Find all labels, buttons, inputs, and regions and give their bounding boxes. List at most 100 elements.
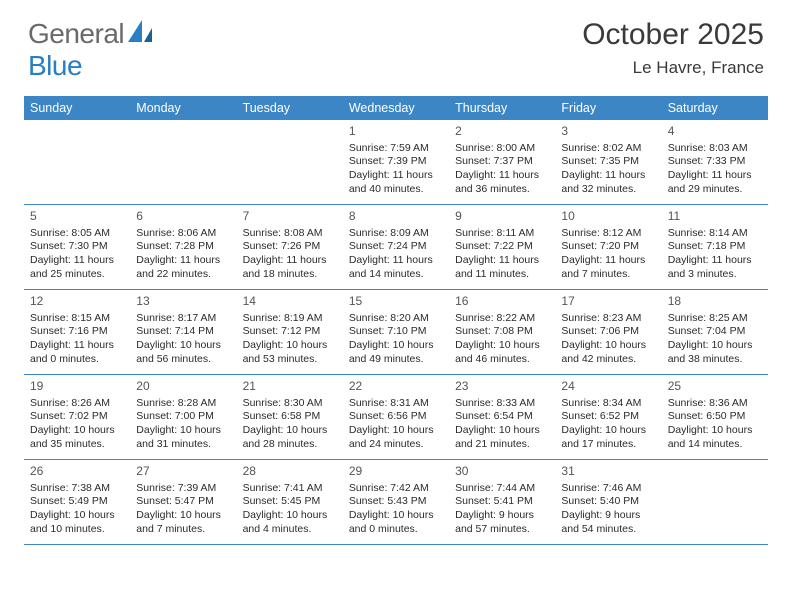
calendar-cell: 18Sunrise: 8:25 AMSunset: 7:04 PMDayligh… — [662, 290, 768, 374]
weekday-header: Wednesday — [343, 96, 449, 120]
day-number: 13 — [136, 294, 230, 310]
daylight-line: Daylight: 10 hours and 35 minutes. — [30, 424, 124, 451]
sunset-line: Sunset: 7:02 PM — [30, 410, 124, 424]
day-number: 9 — [455, 209, 549, 225]
daylight-line: Daylight: 11 hours and 25 minutes. — [30, 254, 124, 281]
calendar-week-row: 12Sunrise: 8:15 AMSunset: 7:16 PMDayligh… — [24, 290, 768, 375]
daylight-line: Daylight: 11 hours and 40 minutes. — [349, 169, 443, 196]
sunset-line: Sunset: 7:00 PM — [136, 410, 230, 424]
sunset-line: Sunset: 5:47 PM — [136, 495, 230, 509]
day-number: 30 — [455, 464, 549, 480]
sunrise-line: Sunrise: 8:30 AM — [243, 397, 337, 411]
location-label: Le Havre, France — [582, 58, 764, 78]
calendar-cell: 31 Sunrise: 7:46 AMSunset: 5:40 PMDayligh… — [555, 460, 661, 544]
day-number: 20 — [136, 379, 230, 395]
calendar-cell: 22Sunrise: 8:31 AMSunset: 6:56 PMDayligh… — [343, 375, 449, 459]
sunset-line: Sunset: 5:49 PM — [30, 495, 124, 509]
day-number: 23 — [455, 379, 549, 395]
sunrise-line: Sunrise: 8:09 AM — [349, 227, 443, 241]
calendar: SundayMondayTuesdayWednesdayThursdayFrid… — [0, 88, 792, 545]
logo-word-2: Blue — [28, 50, 82, 81]
calendar-cell: 8Sunrise: 8:09 AMSunset: 7:24 PMDaylight… — [343, 205, 449, 289]
day-number: 26 — [30, 464, 124, 480]
sunrise-line: Sunrise: 8:33 AM — [455, 397, 549, 411]
sunrise-line: Sunrise: 8:06 AM — [136, 227, 230, 241]
sunset-line: Sunset: 6:54 PM — [455, 410, 549, 424]
sunrise-line: Sunrise: 8:11 AM — [455, 227, 549, 241]
calendar-cell — [130, 120, 236, 204]
sunrise-line: Sunrise: 8:08 AM — [243, 227, 337, 241]
weekday-header: Friday — [555, 96, 661, 120]
sunset-line: Sunset: 5:40 PM — [561, 495, 655, 509]
daylight-line: Daylight: 9 hours and 54 minutes. — [561, 509, 655, 536]
calendar-cell: 7Sunrise: 8:08 AMSunset: 7:26 PMDaylight… — [237, 205, 343, 289]
day-number: 8 — [349, 209, 443, 225]
sunrise-line: Sunrise: 8:19 AM — [243, 312, 337, 326]
day-number: 19 — [30, 379, 124, 395]
daylight-line: Daylight: 11 hours and 11 minutes. — [455, 254, 549, 281]
calendar-cell: 25Sunrise: 8:36 AMSunset: 6:50 PMDayligh… — [662, 375, 768, 459]
sunset-line: Sunset: 7:33 PM — [668, 155, 762, 169]
calendar-cell: 15Sunrise: 8:20 AMSunset: 7:10 PMDayligh… — [343, 290, 449, 374]
logo-word-1: General — [28, 18, 124, 49]
sunrise-line: Sunrise: 8:12 AM — [561, 227, 655, 241]
day-number: 12 — [30, 294, 124, 310]
sunset-line: Sunset: 5:41 PM — [455, 495, 549, 509]
daylight-line: Daylight: 10 hours and 53 minutes. — [243, 339, 337, 366]
sunset-line: Sunset: 7:37 PM — [455, 155, 549, 169]
sunset-line: Sunset: 6:50 PM — [668, 410, 762, 424]
sunset-line: Sunset: 7:06 PM — [561, 325, 655, 339]
sunset-line: Sunset: 7:39 PM — [349, 155, 443, 169]
sunset-line: Sunset: 7:30 PM — [30, 240, 124, 254]
calendar-week-row: 5Sunrise: 8:05 AMSunset: 7:30 PMDaylight… — [24, 205, 768, 290]
daylight-line: Daylight: 10 hours and 7 minutes. — [136, 509, 230, 536]
calendar-body: 1Sunrise: 7:59 AMSunset: 7:39 PMDaylight… — [24, 120, 768, 545]
sunset-line: Sunset: 7:35 PM — [561, 155, 655, 169]
sunset-line: Sunset: 7:18 PM — [668, 240, 762, 254]
sunset-line: Sunset: 7:26 PM — [243, 240, 337, 254]
sunrise-line: Sunrise: 8:03 AM — [668, 142, 762, 156]
calendar-cell: 10Sunrise: 8:12 AMSunset: 7:20 PMDayligh… — [555, 205, 661, 289]
day-number: 16 — [455, 294, 549, 310]
calendar-cell: 14Sunrise: 8:19 AMSunset: 7:12 PMDayligh… — [237, 290, 343, 374]
daylight-line: Daylight: 10 hours and 46 minutes. — [455, 339, 549, 366]
sunrise-line: Sunrise: 8:25 AM — [668, 312, 762, 326]
daylight-line: Daylight: 10 hours and 24 minutes. — [349, 424, 443, 451]
calendar-week-row: 19Sunrise: 8:26 AMSunset: 7:02 PMDayligh… — [24, 375, 768, 460]
sunrise-line: Sunrise: 7:46 AM — [561, 482, 655, 496]
day-number: 4 — [668, 124, 762, 140]
sunset-line: Sunset: 7:20 PM — [561, 240, 655, 254]
daylight-line: Daylight: 10 hours and 28 minutes. — [243, 424, 337, 451]
day-number: 6 — [136, 209, 230, 225]
sunrise-line: Sunrise: 8:31 AM — [349, 397, 443, 411]
daylight-line: Daylight: 11 hours and 36 minutes. — [455, 169, 549, 196]
calendar-cell: 21Sunrise: 8:30 AMSunset: 6:58 PMDayligh… — [237, 375, 343, 459]
day-number: 29 — [349, 464, 443, 480]
calendar-cell: 24Sunrise: 8:34 AMSunset: 6:52 PMDayligh… — [555, 375, 661, 459]
day-number: 31 — [561, 464, 655, 480]
weekday-header: Tuesday — [237, 96, 343, 120]
daylight-line: Daylight: 10 hours and 17 minutes. — [561, 424, 655, 451]
day-number: 14 — [243, 294, 337, 310]
daylight-line: Daylight: 10 hours and 38 minutes. — [668, 339, 762, 366]
logo-text: General Blue — [28, 18, 124, 82]
calendar-cell: 29Sunrise: 7:42 AMSunset: 5:43 PMDayligh… — [343, 460, 449, 544]
weekday-header: Saturday — [662, 96, 768, 120]
sunset-line: Sunset: 7:08 PM — [455, 325, 549, 339]
daylight-line: Daylight: 10 hours and 4 minutes. — [243, 509, 337, 536]
calendar-week-row: 26Sunrise: 7:38 AMSunset: 5:49 PMDayligh… — [24, 460, 768, 545]
daylight-line: Daylight: 10 hours and 10 minutes. — [30, 509, 124, 536]
calendar-cell: 26Sunrise: 7:38 AMSunset: 5:49 PMDayligh… — [24, 460, 130, 544]
daylight-line: Daylight: 9 hours and 57 minutes. — [455, 509, 549, 536]
day-number: 7 — [243, 209, 337, 225]
calendar-week-row: 1Sunrise: 7:59 AMSunset: 7:39 PMDaylight… — [24, 120, 768, 205]
sunset-line: Sunset: 6:52 PM — [561, 410, 655, 424]
day-number: 15 — [349, 294, 443, 310]
sunrise-line: Sunrise: 8:14 AM — [668, 227, 762, 241]
daylight-line: Daylight: 11 hours and 3 minutes. — [668, 254, 762, 281]
calendar-cell — [237, 120, 343, 204]
header: General Blue October 2025 Le Havre, Fran… — [0, 0, 792, 88]
day-number: 1 — [349, 124, 443, 140]
weekday-header: Thursday — [449, 96, 555, 120]
daylight-line: Daylight: 10 hours and 56 minutes. — [136, 339, 230, 366]
